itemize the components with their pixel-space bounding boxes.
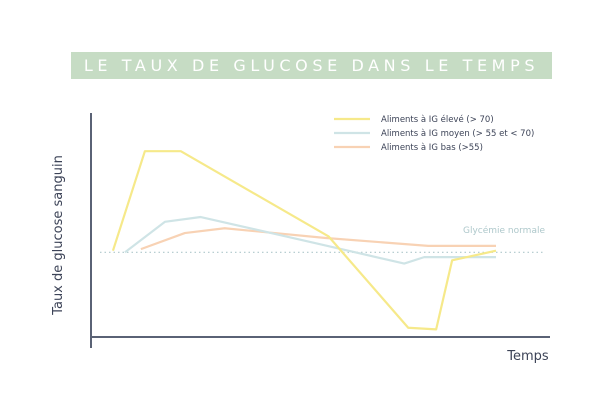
y-axis-label: Taux de glucose sanguin	[51, 155, 66, 316]
series-line-0	[111, 150, 497, 331]
x-axis-label: Temps	[506, 349, 549, 364]
legend-label-0: Aliments à IG élevé (> 70)	[381, 114, 494, 125]
legend-label-2: Aliments à IG bas (>55)	[381, 143, 483, 153]
chart-title-band: LE TAUX DE GLUCOSE DANS LE TEMPS	[71, 52, 552, 79]
series-line-1	[124, 215, 496, 265]
chart-title: LE TAUX DE GLUCOSE DANS LE TEMPS	[83, 56, 540, 75]
reference-line-label: Glycémie normale	[463, 225, 545, 236]
legend-label-1: Aliments à IG moyen (> 55 et < 70)	[381, 129, 534, 139]
chart-legend: Aliments à IG élevé (> 70) Aliments à IG …	[334, 114, 534, 153]
